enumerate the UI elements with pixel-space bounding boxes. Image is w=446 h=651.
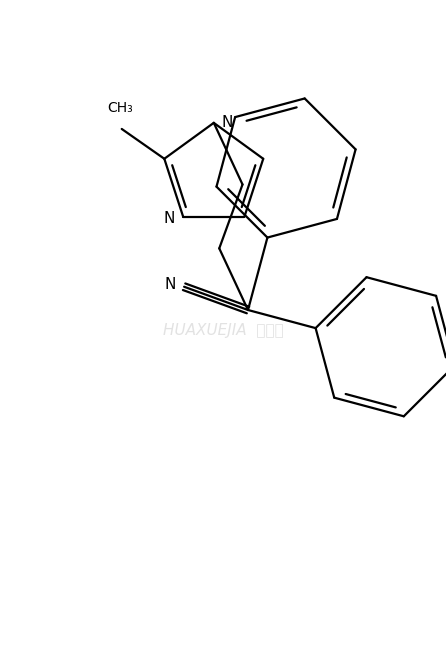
Text: HUAXUEJIA  化学加: HUAXUEJIA 化学加	[163, 322, 283, 337]
Text: N: N	[165, 277, 176, 292]
Text: CH₃: CH₃	[107, 101, 132, 115]
Text: N: N	[222, 115, 233, 130]
Text: N: N	[164, 212, 175, 227]
